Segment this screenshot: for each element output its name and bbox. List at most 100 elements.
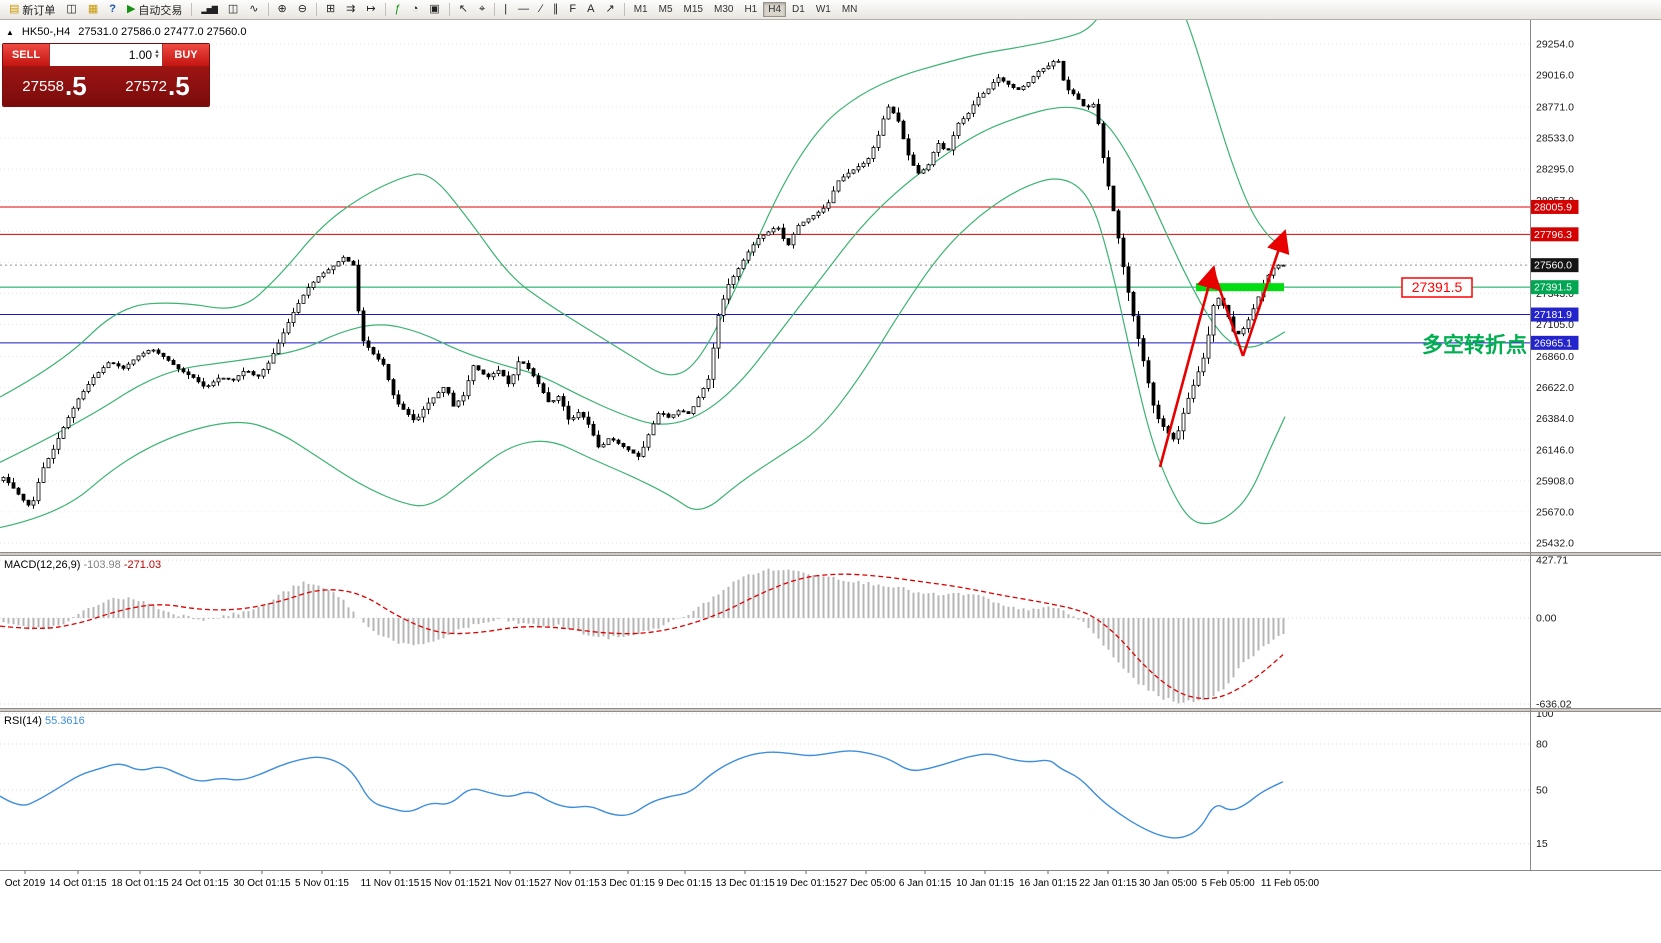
fibonacci-button[interactable]: F — [564, 1, 581, 18]
vertical-line-button[interactable]: | — [499, 1, 512, 18]
svg-text:15: 15 — [1536, 838, 1548, 850]
svg-text:27105.0: 27105.0 — [1536, 319, 1574, 331]
text-tool-button[interactable]: A — [582, 1, 599, 18]
svg-text:25432.0: 25432.0 — [1536, 538, 1574, 550]
svg-text:Oct 2019: Oct 2019 — [5, 878, 46, 889]
bar-chart-button[interactable]: ▂▅▇ — [196, 1, 221, 18]
timeframe-m5[interactable]: M5 — [654, 2, 678, 17]
templates-button[interactable]: ▣ — [424, 1, 444, 18]
svg-text:5 Nov 01:15: 5 Nov 01:15 — [295, 878, 349, 889]
trend-arrow-line[interactable] — [1158, 264, 1220, 468]
buy-price-frac: .5 — [168, 71, 190, 101]
buy-button[interactable]: BUY — [163, 44, 209, 66]
svg-text:22 Jan 01:15: 22 Jan 01:15 — [1079, 878, 1137, 889]
auto-scroll-button[interactable]: ⇉ — [341, 1, 360, 18]
chart-shift-icon: ↦ — [366, 3, 376, 15]
timeframe-d1[interactable]: D1 — [787, 2, 810, 17]
periods-button[interactable]: ◔ — [407, 1, 424, 18]
toolbar-separator — [267, 3, 269, 16]
cursor-button[interactable]: ↖ — [454, 1, 473, 18]
trend-arrow-line[interactable] — [1211, 269, 1245, 357]
stepper-down-icon[interactable]: ▼ — [154, 54, 160, 60]
tile-windows-button[interactable]: ⊞ — [321, 1, 340, 18]
support-price-tag-text: 27391.5 — [1412, 279, 1463, 295]
svg-text:26860.0: 26860.0 — [1536, 351, 1574, 363]
time-axis[interactable]: Oct 2019 14 Oct 01:15 18 Oct 01:15 24 Oct 0… — [5, 870, 1320, 889]
autotrading-button[interactable]: ▶ 自动交易 — [122, 1, 187, 18]
support-price-tag[interactable] — [1401, 277, 1473, 298]
timeframe-h4[interactable]: H4 — [763, 2, 787, 17]
new-order-label: 新订单 — [22, 4, 56, 17]
new-chart-button[interactable]: ▦ — [83, 1, 103, 18]
indicators-button[interactable]: ƒ — [390, 1, 406, 18]
toolbar-separator — [494, 3, 496, 16]
bar-chart-icon: ▂▅▇ — [201, 5, 218, 14]
sell-price[interactable]: 27558.5 — [3, 66, 106, 106]
support-zone-bar[interactable] — [1196, 283, 1284, 292]
chart-background — [0, 20, 1661, 943]
fibonacci-icon: F — [569, 3, 577, 15]
macd-label: MACD(12,26,9) -103.98 -271.03 — [4, 559, 161, 571]
sell-button[interactable]: SELL — [3, 44, 49, 66]
svg-text:0.00: 0.00 — [1536, 613, 1557, 625]
crosshair-button[interactable]: ⌖ — [474, 1, 490, 18]
trendline-button[interactable]: ∕ — [535, 1, 547, 18]
candlestick-chart-button[interactable]: ◫ — [223, 1, 243, 18]
arrows-tool-icon: ↗ — [605, 3, 615, 15]
panel-dividers[interactable] — [0, 20, 1661, 871]
trendline-icon: ∕ — [540, 3, 542, 15]
zoom-in-button[interactable]: ⊕ — [273, 1, 292, 18]
sell-price-main: 27558 — [22, 77, 65, 95]
zoom-out-icon: ⊖ — [297, 3, 307, 15]
chart-ohlc-readout: 27531.0 27586.0 27477.0 27560.0 — [78, 26, 247, 38]
vertical-line-icon: | — [504, 3, 508, 15]
autotrading-label: 自动交易 — [138, 4, 183, 17]
timeframe-mn[interactable]: MN — [837, 2, 863, 17]
svg-text:28295.0: 28295.0 — [1536, 164, 1574, 176]
price-badge — [1530, 335, 1579, 350]
line-chart-button[interactable]: ∿ — [244, 1, 263, 18]
price-scale[interactable]: 29254.029016.028771.028533.028295.028057… — [1530, 39, 1579, 851]
svg-text:26965.1: 26965.1 — [1534, 337, 1572, 349]
chart-shift-button[interactable]: ↦ — [361, 1, 380, 18]
candlesticks — [1, 58, 1286, 509]
svg-text:29254.0: 29254.0 — [1536, 39, 1574, 51]
svg-text:18 Oct 01:15: 18 Oct 01:15 — [111, 878, 169, 889]
volume-stepper[interactable]: ▲ ▼ — [154, 49, 160, 60]
channel-icon: ∥ — [552, 3, 559, 15]
arrows-tool-button[interactable]: ↗ — [601, 1, 620, 18]
trend-arrow-line[interactable] — [1241, 229, 1290, 357]
zoom-out-button[interactable]: ⊖ — [293, 1, 312, 18]
stepper-up-icon[interactable]: ▲ — [154, 49, 160, 55]
chart-header: ▲ HK50-,H4 27531.0 27586.0 27477.0 27560… — [6, 26, 246, 39]
svg-text:10 Jan 01:15: 10 Jan 01:15 — [956, 878, 1014, 889]
timeframe-m1[interactable]: M1 — [629, 2, 653, 17]
horizontal-line-icon: — — [518, 3, 530, 15]
toolbar-separator — [623, 3, 625, 16]
horizontal-line-button[interactable]: — — [513, 1, 534, 18]
help-button[interactable]: ? — [104, 1, 121, 18]
buy-price[interactable]: 27572.5 — [106, 66, 209, 106]
chinese-note-text[interactable]: 多空转折点 — [1422, 333, 1527, 357]
text-tool-icon: A — [587, 3, 595, 15]
terminal-button[interactable]: ◫ — [61, 1, 81, 18]
svg-text:-636.02: -636.02 — [1536, 699, 1572, 711]
svg-text:80: 80 — [1536, 739, 1548, 751]
chart-window: 27391.5 多空转折点 MACD(12,26,9) -103.98 -271.0… — [0, 20, 1661, 943]
volume-field[interactable]: 1.00 ▲ ▼ — [49, 44, 163, 66]
timeframe-w1[interactable]: W1 — [811, 2, 836, 17]
timeframe-m30[interactable]: M30 — [709, 2, 738, 17]
toolbar-separator — [315, 3, 317, 16]
chart-canvas[interactable]: 27391.5 多空转折点 MACD(12,26,9) -103.98 -271.0… — [0, 20, 1661, 943]
timeframe-m15[interactable]: M15 — [679, 2, 708, 17]
timeframe-h1[interactable]: H1 — [739, 2, 762, 17]
svg-text:27391.5: 27391.5 — [1534, 282, 1572, 294]
new-order-button[interactable]: ▤ 新订单 — [4, 1, 60, 18]
svg-text:427.71: 427.71 — [1536, 555, 1568, 567]
macd-signal-line — [0, 573, 1284, 700]
channel-button[interactable]: ∥ — [548, 1, 564, 18]
cursor-icon: ↖ — [458, 3, 469, 15]
new-chart-icon: ▦ — [87, 3, 99, 15]
svg-text:26622.0: 26622.0 — [1536, 382, 1574, 394]
zoom-in-icon: ⊕ — [277, 3, 287, 15]
